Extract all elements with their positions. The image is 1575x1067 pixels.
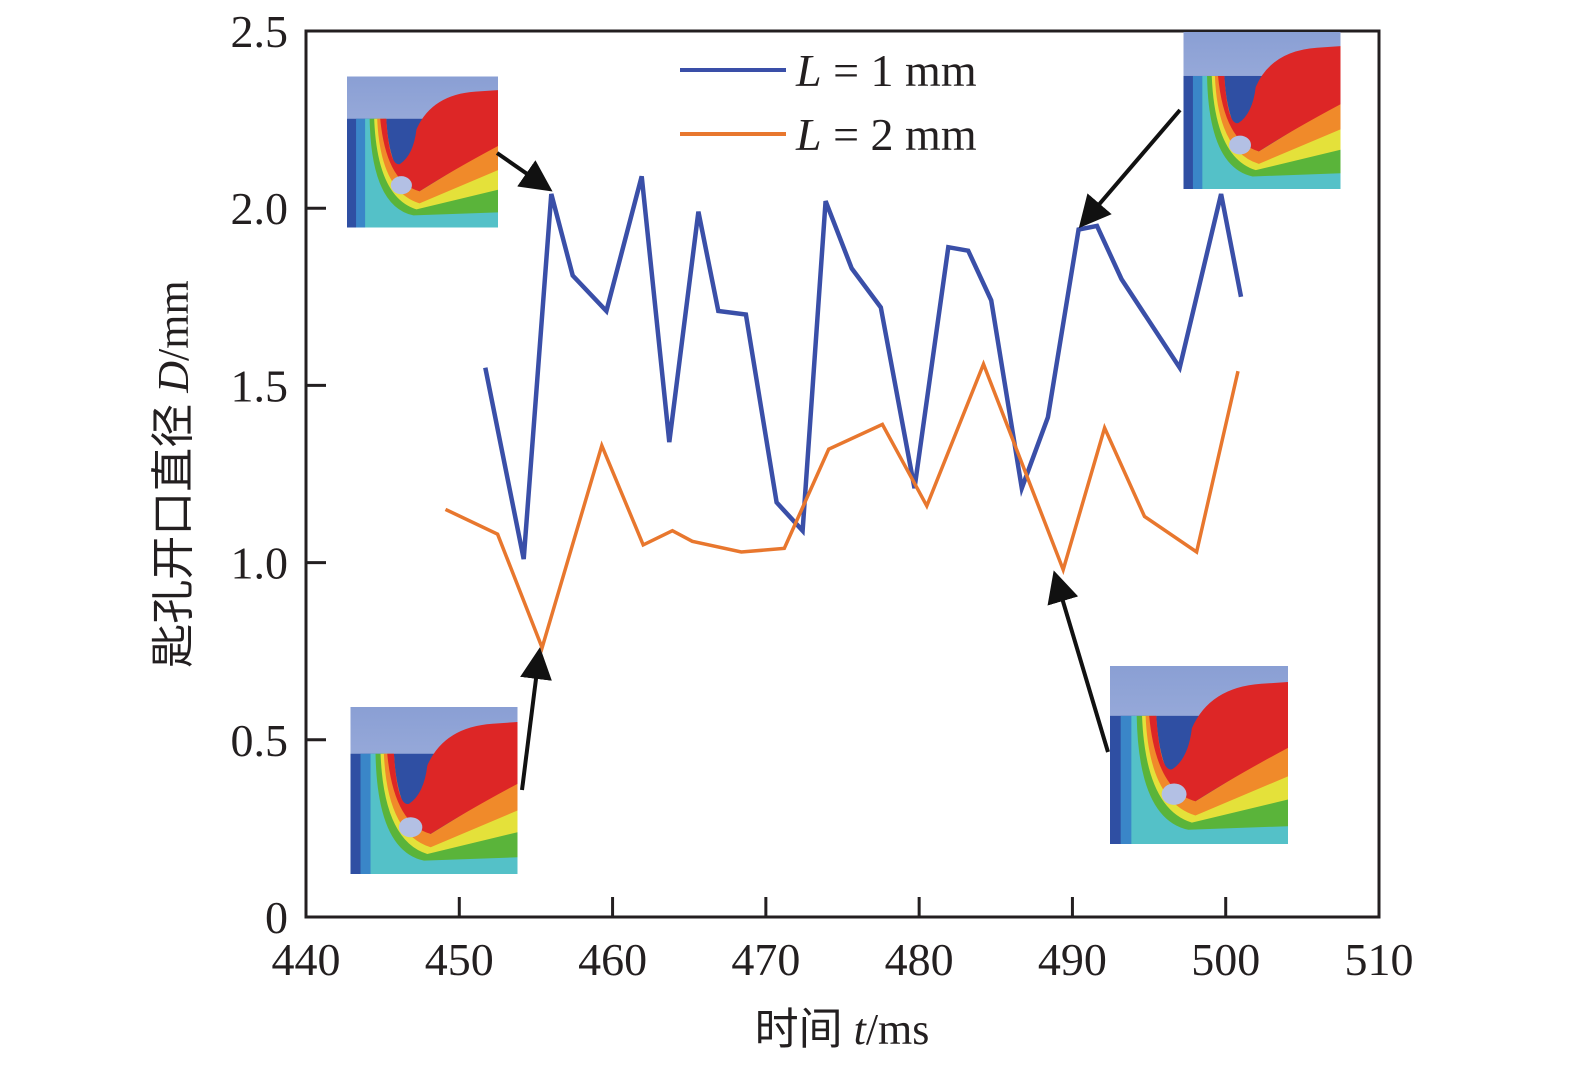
series-layer: [444, 175, 1244, 654]
legend-label-l1: L = 1 mm: [795, 45, 977, 96]
x-tick-label: 440: [272, 934, 341, 985]
arrow-bottom-left: [520, 647, 552, 791]
inset-image-top-right: [1183, 32, 1341, 189]
series-line: [483, 175, 1244, 560]
legend-label-l2: L = 2 mm: [795, 109, 977, 160]
arrow-top-left: [495, 151, 553, 192]
series-line: [444, 359, 1240, 654]
inset-image-bottom-right: [1110, 666, 1288, 844]
x-tick-label: 450: [425, 934, 494, 985]
y-tick-label: 1.5: [231, 360, 289, 411]
legend: L = 1 mm L = 2 mm: [680, 45, 977, 160]
legend-item-l2: L = 2 mm: [680, 109, 977, 160]
x-tick-label: 460: [578, 934, 647, 985]
y-tick-labels: 0 0.5 1.0 1.5 2.0 2.5: [231, 6, 289, 943]
y-tick-label: 2.5: [231, 6, 289, 57]
arrow-bottom-right: [1047, 570, 1110, 753]
series-l-2mm: [444, 359, 1240, 654]
arrow-top-right: [1078, 108, 1182, 229]
axes-box: [304, 29, 1381, 919]
y-tick-label: 0: [265, 892, 288, 943]
inset-image-top-left: [347, 76, 498, 228]
x-tick-label: 490: [1038, 934, 1107, 985]
inset-image-bottom-left: [350, 707, 518, 874]
x-tick-label: 500: [1191, 934, 1260, 985]
y-tick-label: 2.0: [231, 183, 289, 234]
legend-item-l1: L = 1 mm: [680, 45, 977, 96]
x-tick-label: 470: [731, 934, 800, 985]
axis-ticks: [306, 206, 1228, 917]
x-axis-label: 时间 t/ms: [755, 1005, 930, 1054]
annotation-arrows: [495, 108, 1182, 791]
x-tick-labels: 440 450 460 470 480 490 500 510: [272, 934, 1414, 985]
y-tick-label: 0.5: [231, 715, 289, 766]
plot-frame: [304, 29, 1381, 919]
x-tick-label: 480: [885, 934, 954, 985]
series-l-1mm: [483, 175, 1244, 560]
x-tick-label: 510: [1345, 934, 1414, 985]
y-tick-label: 1.0: [231, 538, 289, 589]
y-axis-label: 匙孔开口直径 D/mm: [149, 280, 198, 667]
